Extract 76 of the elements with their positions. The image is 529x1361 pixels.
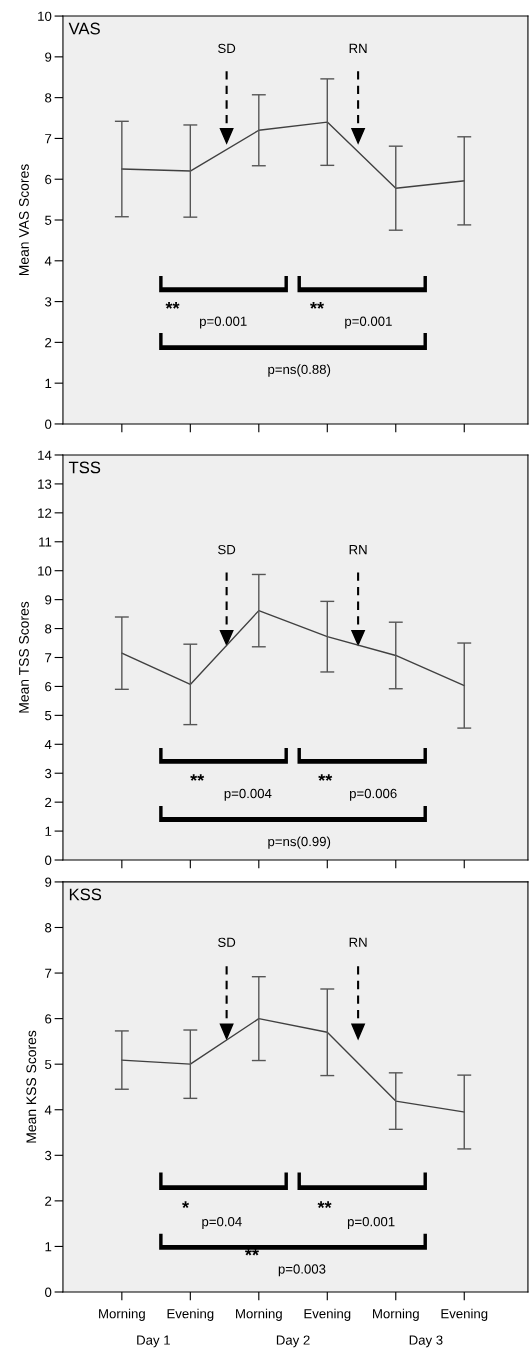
annotation: RN <box>349 43 367 53</box>
y-tick-label: 1 <box>45 1242 52 1252</box>
y-tick-label: 8 <box>45 93 52 103</box>
y-tick-label: 2 <box>45 1196 52 1206</box>
chart-title: VAS <box>68 22 100 35</box>
y-tick-label: 9 <box>45 877 52 887</box>
annotation: p=0.001 <box>345 316 392 329</box>
x-tick-label: Evening <box>167 1308 214 1321</box>
y-tick-label: 3 <box>45 1150 52 1161</box>
y-tick-label: 6 <box>45 174 52 185</box>
y-tick-label: 5 <box>45 1059 52 1070</box>
annotation: p=0.04 <box>202 1216 242 1229</box>
y-tick-label: 9 <box>45 595 52 605</box>
y-tick-label: 11 <box>39 537 52 547</box>
y-tick-label: 1 <box>45 378 52 388</box>
y-tick-label: 4 <box>44 740 52 750</box>
y-tick-label: 7 <box>45 653 52 663</box>
line-series <box>121 609 465 687</box>
text: Day 3 <box>409 1335 443 1348</box>
x-tick-label: Morning <box>236 1308 282 1321</box>
y-tick-label: 9 <box>45 52 52 62</box>
y-tick-label: 6 <box>45 682 52 692</box>
x-tick-label: Morning <box>373 1308 419 1321</box>
y-tick-label: 8 <box>45 624 52 634</box>
chart-title: KSS <box>69 888 102 901</box>
y-tick-label: 4 <box>44 1105 52 1115</box>
annotation: SD <box>218 43 236 54</box>
annotation: ** <box>310 301 325 309</box>
x-tick-label: Evening <box>441 1308 488 1321</box>
annotation: ** <box>244 1248 259 1256</box>
y-axis-title: Mean VAS Scores <box>19 164 29 276</box>
text: Day 1 <box>137 1335 170 1348</box>
annotation: RN <box>349 937 367 947</box>
annotation: p=ns(0.99) <box>268 836 331 849</box>
annotation: ** <box>165 301 180 309</box>
y-axis-title: Mean KSS Scores <box>26 1030 37 1143</box>
y-tick-label: 5 <box>45 711 52 721</box>
y-tick-label: 10 <box>38 566 52 576</box>
y-tick-label: 13 <box>38 479 52 489</box>
annotation: ** <box>317 1201 332 1209</box>
y-tick-label: 1 <box>45 826 52 836</box>
annotation: p=ns(0.88) <box>268 364 331 377</box>
x-tick-label: Morning <box>99 1308 145 1321</box>
y-tick-label: 0 <box>45 419 52 429</box>
line-series <box>121 1017 465 1113</box>
y-tick-label: 6 <box>45 1014 52 1024</box>
y-axis-title: Mean TSS Scores <box>19 601 29 713</box>
y-tick-label: 3 <box>45 297 52 307</box>
y-tick-label: 2 <box>45 337 52 348</box>
y-tick-label: 5 <box>45 215 52 225</box>
y-tick-label: 4 <box>44 256 52 266</box>
y-tick-label: 8 <box>45 923 52 933</box>
annotation: p=0.003 <box>278 1264 326 1277</box>
y-tick-label: 7 <box>45 134 52 144</box>
annotation: p=0.001 <box>347 1216 395 1229</box>
y-tick-label: 2 <box>45 797 52 807</box>
annotation: p=0.001 <box>200 316 247 329</box>
chart-title: TSS <box>68 461 101 474</box>
annotation: ** <box>318 774 333 781</box>
text: Day 2 <box>276 1335 310 1348</box>
y-tick-label: 0 <box>45 855 52 865</box>
y-tick-label: 7 <box>45 968 52 978</box>
annotation: p=0.004 <box>224 788 272 801</box>
line-series <box>121 121 465 189</box>
y-tick-label: 0 <box>45 1287 52 1297</box>
annotation: SD <box>218 937 236 947</box>
annotation: RN <box>349 545 367 555</box>
annotation: p=0.006 <box>350 788 397 801</box>
annotation: SD <box>218 544 236 555</box>
y-tick-label: 12 <box>38 508 52 518</box>
annotation: * <box>182 1201 190 1209</box>
x-tick-label: Evening <box>304 1308 351 1321</box>
y-tick-label: 10 <box>38 11 52 21</box>
annotation: ** <box>190 774 205 781</box>
y-tick-label: 3 <box>45 768 52 779</box>
y-tick-label: 14 <box>38 450 52 460</box>
